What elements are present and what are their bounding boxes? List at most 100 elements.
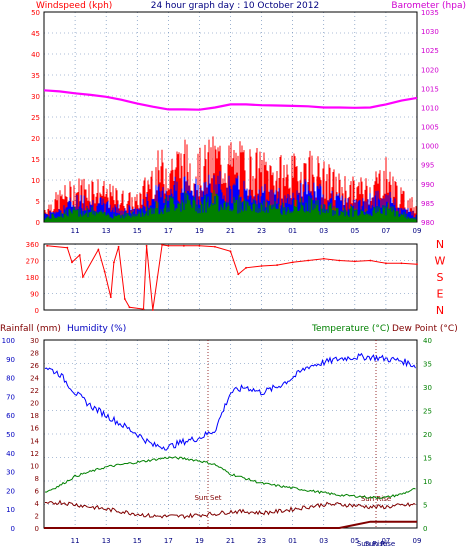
compass-label: S (437, 271, 444, 284)
wind-x-tick-label: 23 (257, 227, 266, 235)
rain-y-tick-label: 24 (30, 375, 39, 383)
dewpoint-axis-title: Dew Point (°C) (392, 324, 458, 334)
direction-y-tick-label: 360 (26, 241, 39, 249)
rain-y-tick-label: 14 (30, 437, 39, 445)
wind-x-tick-label: 03 (319, 227, 328, 235)
direction-y-tick-label: 270 (26, 258, 39, 266)
wind-direction-point (161, 244, 164, 246)
rain-y-tick-label: 2 (35, 512, 39, 520)
wind-direction-point (71, 261, 73, 264)
temp-y-tick-label: 20 (423, 431, 432, 439)
direction-panel-frame (43, 243, 418, 311)
windspeed-axis-title: Windspeed (kph) (36, 1, 112, 11)
chart-title: 24 hour graph day : 10 October 2012 (151, 1, 319, 11)
wind-direction-point (46, 244, 49, 247)
sunrise-annotation-axis: Sun Rise (357, 540, 387, 548)
humidity-y-tick-label: 30 (6, 469, 15, 477)
rain-y-tick-label: 10 (30, 462, 39, 470)
sunrise-annotation: Sun Rise (361, 495, 391, 503)
wind-direction-point (291, 261, 294, 264)
wind-direction-line (47, 244, 418, 311)
wind-direction-point (416, 263, 418, 266)
weather-x-tick-label: 19 (195, 537, 204, 545)
baro-y-tick-label: 995 (421, 162, 434, 170)
wind-x-tick-label: 09 (413, 227, 422, 235)
weather-x-tick-label: 03 (319, 537, 328, 545)
rain-y-tick-label: 6 (35, 487, 40, 495)
wind-direction-point (151, 309, 154, 311)
wind-direction-point (66, 246, 69, 249)
wind-y-tick-label: 25 (31, 114, 40, 122)
compass-label: N (436, 238, 444, 251)
temp-y-tick-label: 30 (423, 384, 432, 392)
wind-direction-point (400, 262, 403, 265)
wind-direction-point (78, 254, 81, 256)
wind-direction-point (109, 296, 112, 299)
weather-x-tick-label: 13 (102, 537, 111, 545)
wind-direction-point (338, 259, 341, 262)
temp-y-tick-label: 15 (423, 455, 432, 463)
weather-x-tick-label: 17 (164, 537, 173, 545)
wind-direction-point (229, 250, 232, 253)
wind-direction-point (214, 245, 216, 248)
compass-label: N (436, 304, 444, 317)
weather-x-tick-label: 15 (133, 537, 142, 545)
humidity-y-tick-label: 50 (6, 431, 15, 439)
rain-y-tick-label: 28 (30, 350, 39, 358)
wind-direction-point (307, 259, 310, 262)
temperature-line (44, 456, 416, 500)
wind-x-tick-label: 17 (164, 227, 173, 235)
wind-y-tick-label: 15 (31, 156, 40, 164)
baro-y-tick-label: 1010 (421, 104, 439, 112)
wind-x-tick-label: 01 (288, 227, 297, 235)
wind-x-tick-label: 15 (133, 227, 142, 235)
baro-y-tick-label: 1005 (421, 124, 439, 132)
wind-direction-point (97, 248, 100, 251)
temp-y-tick-label: 5 (423, 502, 427, 510)
wind-y-tick-label: 5 (36, 198, 40, 206)
wind-y-tick-label: 10 (31, 177, 40, 185)
wind-y-tick-label: 40 (31, 51, 40, 59)
barometer-axis-title: Barometer (hpa) (391, 1, 466, 11)
sunset-annotation: Sun Set (194, 494, 221, 502)
wind-direction-point (81, 276, 84, 278)
barometer-line (43, 89, 418, 111)
humidity-y-tick-label: 20 (6, 487, 15, 495)
weather-x-tick-label: 09 (413, 537, 422, 545)
baro-y-tick-label: 1035 (421, 9, 439, 17)
wind-direction-point (353, 260, 356, 263)
wind-x-tick-label: 07 (381, 227, 390, 235)
dewpoint-line (45, 499, 416, 520)
wind-direction-point (117, 245, 120, 248)
wind-y-tick-label: 20 (31, 135, 40, 143)
temp-y-tick-label: 25 (423, 408, 432, 416)
sunrise-annotation-axis-2: Sun Rise (365, 540, 395, 548)
baro-y-tick-label: 1020 (421, 66, 439, 74)
wind-direction-point (142, 308, 145, 310)
baro-y-tick-label: 1000 (421, 143, 439, 151)
temp-y-tick-label: 0 (423, 525, 427, 533)
humidity-y-tick-label: 80 (6, 375, 15, 383)
rain-y-tick-label: 26 (30, 362, 39, 370)
humidity-y-tick-label: 90 (6, 356, 15, 364)
wind-direction-point (237, 273, 240, 276)
baro-y-tick-label: 990 (421, 181, 434, 189)
wind-x-tick-label: 13 (102, 227, 111, 235)
rain-y-tick-label: 12 (30, 450, 39, 458)
wind-direction-point (322, 257, 325, 260)
weather-x-tick-label: 01 (288, 537, 297, 545)
direction-y-tick-label: 90 (30, 291, 39, 299)
rain-y-tick-label: 20 (30, 400, 39, 408)
baro-y-tick-label: 1030 (421, 28, 439, 36)
baro-y-tick-label: 980 (421, 219, 434, 227)
wind-x-tick-label: 19 (195, 227, 204, 235)
compass-label: E (437, 288, 444, 301)
weather-x-tick-label: 05 (350, 537, 359, 545)
wind-direction-point (128, 306, 131, 309)
humidity-y-tick-label: 70 (6, 393, 15, 401)
weather-x-tick-label: 21 (226, 537, 235, 545)
wind-y-tick-label: 50 (31, 9, 40, 17)
baro-y-tick-label: 1025 (421, 47, 439, 55)
rain-y-tick-label: 22 (30, 387, 39, 395)
